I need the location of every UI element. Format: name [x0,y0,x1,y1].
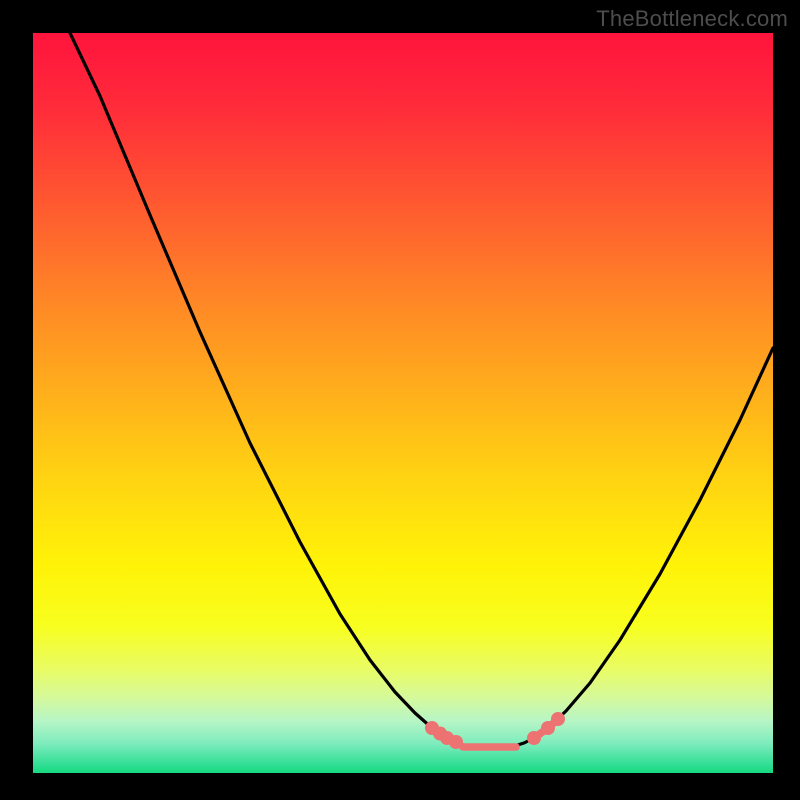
marker-dot [551,712,565,726]
watermark-text: TheBottleneck.com [596,6,788,32]
marker-dot [527,731,541,745]
marker-dot [449,735,463,749]
plot-gradient-background [33,33,773,773]
bottleneck-curve-chart [0,0,800,800]
